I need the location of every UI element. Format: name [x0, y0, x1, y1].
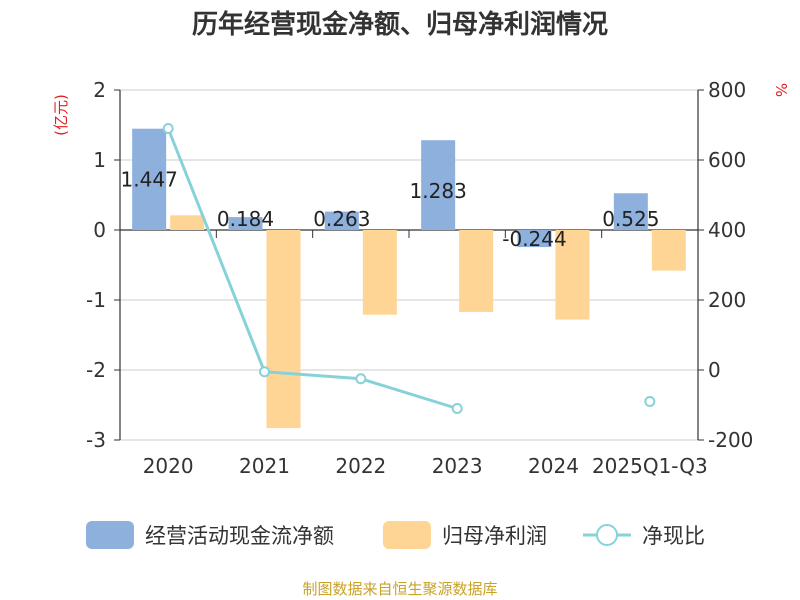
cash-flow-data-label: 0.184 [217, 207, 274, 231]
source-note: 制图数据来自恒生聚源数据库 [302, 580, 498, 598]
chart-title: 历年经营现金净额、归母净利润情况 [192, 9, 608, 40]
y-left-tick-label: -2 [86, 358, 106, 382]
y-left-tick-label: 2 [93, 78, 106, 102]
ratio-point [355, 373, 367, 385]
x-tick-label: 2022 [335, 454, 386, 478]
net-profit-bar [459, 230, 494, 312]
ratio-point [259, 366, 270, 378]
cash-flow-data-label: -0.244 [502, 227, 566, 251]
y-right-tick-label: -200 [708, 428, 753, 452]
y-right-tick-label: 200 [708, 288, 746, 312]
cash-flow-bar [517, 230, 552, 248]
net-profit-bar [170, 215, 205, 230]
y-left-tick-label: -3 [86, 428, 106, 452]
x-tick-label: 2023 [432, 454, 483, 478]
legend-swatch-net-profit [383, 521, 431, 549]
cash-flow-bar [132, 128, 167, 230]
net-profit-bar [362, 230, 397, 315]
ratio-line [166, 127, 458, 410]
x-tick-label: 2024 [528, 454, 579, 478]
cash-flow-data-label: 0.263 [313, 207, 370, 231]
y-right-axis-label: % [772, 83, 790, 97]
cash-flow-data-label: 1.283 [410, 179, 467, 203]
y-right-tick-label: 800 [708, 78, 746, 102]
ratio-point [162, 123, 174, 134]
cash-flow-data-label: 1.447 [121, 168, 178, 192]
net-profit-bar [651, 230, 686, 271]
legend-label: 净现比 [642, 524, 705, 548]
legend-label: 归母净利润 [442, 524, 547, 548]
legend-swatch-ratio-marker [596, 524, 618, 546]
ratio-point [644, 396, 656, 407]
cash-flow-bar [228, 217, 263, 230]
y-left-tick-label: 1 [93, 148, 106, 172]
cash-flow-data-label: 0.525 [602, 207, 659, 231]
cash-flow-bar [613, 193, 648, 230]
x-tick-label: 2021 [239, 454, 290, 478]
y-left-axis-label: (亿元) [52, 94, 70, 136]
legend-swatch-cash-flow [86, 521, 134, 549]
y-left-tick-label: 0 [93, 218, 106, 242]
x-tick-label: 2020 [143, 454, 194, 478]
cash-flow-bar [324, 211, 359, 230]
legend-label: 经营活动现金流净额 [145, 524, 334, 548]
y-right-tick-label: 400 [708, 218, 746, 242]
cash-flow-bar [421, 140, 456, 230]
y-right-tick-label: 600 [708, 148, 746, 172]
y-right-tick-label: 0 [708, 358, 721, 382]
ratio-point [451, 403, 463, 414]
x-tick-label: 2025Q1-Q3 [592, 454, 708, 478]
net-profit-bar [555, 230, 590, 320]
y-left-tick-label: -1 [86, 288, 106, 312]
net-profit-bar [266, 230, 301, 429]
